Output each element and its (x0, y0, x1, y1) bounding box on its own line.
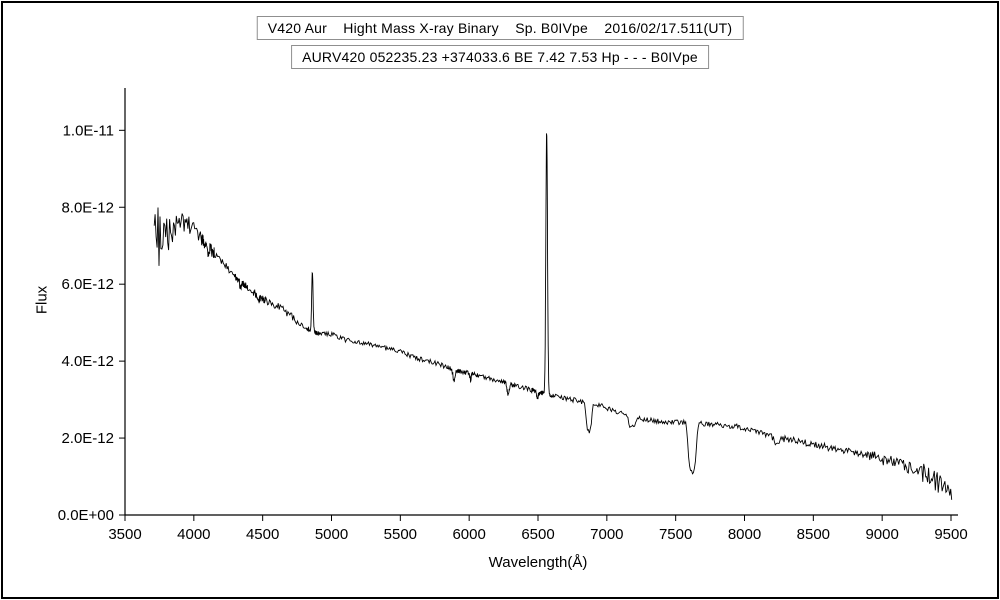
x-tick-label: 5500 (384, 526, 417, 543)
x-tick-label: 7000 (590, 526, 623, 543)
spectrum-line (153, 133, 953, 500)
y-tick-label: 4.0E-12 (61, 353, 114, 370)
chart-subtitle: AURV420 052235.23 +374033.6 BE 7.42 7.53… (291, 45, 709, 69)
x-tick-label: 3500 (108, 526, 141, 543)
axes-line (124, 88, 958, 516)
y-tick-label: 2.0E-12 (61, 430, 114, 447)
x-tick-label: 4500 (246, 526, 279, 543)
x-tick-label: 9500 (934, 526, 967, 543)
x-tick-label: 5000 (315, 526, 348, 543)
x-tick-label: 4000 (177, 526, 210, 543)
y-tick-label: 0.0E+00 (58, 507, 114, 524)
y-tick-label: 1.0E-11 (63, 122, 114, 139)
x-tick-label: 8500 (797, 526, 830, 543)
x-tick-label: 8000 (728, 526, 761, 543)
x-tick-label: 6500 (521, 526, 554, 543)
y-tick-label: 8.0E-12 (61, 199, 114, 216)
chart-title: V420 Aur Hight Mass X-ray Binary Sp. B0I… (256, 16, 744, 40)
x-tick-label: 9000 (865, 526, 898, 543)
y-axis-label: Flux (33, 285, 51, 315)
x-tick-label: 6000 (452, 526, 485, 543)
y-tick-label: 6.0E-12 (61, 276, 114, 293)
x-tick-label: 7500 (659, 526, 692, 543)
x-axis-label: Wavelength(Å) (488, 554, 588, 571)
